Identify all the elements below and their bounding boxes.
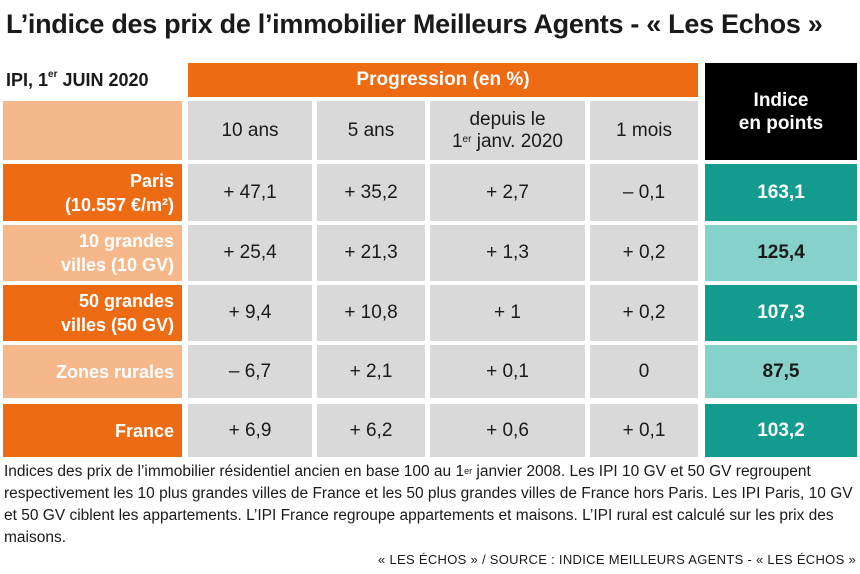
table-cell: + 0,6: [430, 404, 585, 457]
column-header-text: 5 ans: [347, 119, 395, 141]
column-header-depuis-janv: depuis le 1er janv. 2020: [430, 101, 585, 160]
table-cell: + 0,2: [590, 285, 698, 341]
date-sup: er: [48, 69, 58, 80]
indice-value-zones-rurales: 87,5: [705, 345, 857, 398]
column-header-line2-post: janv. 2020: [471, 130, 564, 152]
row-label-10gv: 10 grandes villes (10 GV): [3, 225, 182, 281]
row-label-line1: France: [114, 420, 174, 441]
table-cell: + 0,1: [430, 345, 585, 398]
table-cell: + 0,1: [590, 404, 698, 457]
table-cell: – 0,1: [590, 164, 698, 221]
table-cell: – 6,7: [188, 345, 312, 398]
table-cell: + 25,4: [188, 225, 312, 281]
table-cell: + 10,8: [317, 285, 425, 341]
indice-value-50gv: 107,3: [705, 285, 857, 341]
row-label-50gv: 50 grandes villes (50 GV): [3, 285, 182, 341]
indice-header-line2: en points: [738, 112, 824, 134]
indice-value-france: 103,2: [705, 404, 857, 457]
progression-header: Progression (en %): [188, 63, 698, 97]
table-cell: + 21,3: [317, 225, 425, 281]
footnote-part2: janvier 2008. Les IPI 10 GV et 50 GV reg…: [4, 463, 853, 546]
column-header-10-ans: 10 ans: [188, 101, 312, 160]
row-label-line1: Zones rurales: [55, 361, 174, 382]
row-label-paris: Paris (10.557 €/m²): [3, 164, 182, 221]
column-header-text-line2: 1er janv. 2020: [452, 131, 563, 153]
column-header-line2-sup: er: [462, 133, 472, 145]
row-label-line2: villes (10 GV): [60, 255, 174, 275]
table-cell: + 9,4: [188, 285, 312, 341]
table-cell: + 1,3: [430, 225, 585, 281]
table-cell: + 0,2: [590, 225, 698, 281]
column-header-line2-pre: 1: [451, 130, 463, 152]
indice-header-line1: Indice: [753, 89, 809, 111]
table-cell: + 2,7: [430, 164, 585, 221]
page-title: L’indice des prix de l’immobilier Meille…: [6, 9, 823, 39]
date-label: IPI, 1er JUIN 2020: [6, 69, 149, 91]
column-header-1-mois: 1 mois: [590, 101, 698, 160]
table-cell: + 47,1: [188, 164, 312, 221]
indice-value-10gv: 125,4: [705, 225, 857, 281]
table-cell: + 35,2: [317, 164, 425, 221]
table-cell: + 1: [430, 285, 585, 341]
row-label-line2: (10.557 €/m²): [64, 194, 174, 215]
row-label-line2: villes (50 GV): [60, 315, 174, 335]
footnote: Indices des prix de l’immobilier résiden…: [4, 461, 858, 549]
footnote-part1: Indices des prix de l’immobilier résiden…: [4, 463, 465, 480]
footnote-sup: er: [464, 466, 473, 476]
row-label-line1: Paris: [129, 170, 174, 191]
column-header-text: 10 ans: [221, 119, 279, 141]
indice-header: Indice en points: [705, 63, 857, 160]
column-header-5-ans: 5 ans: [317, 101, 425, 160]
row-label-line1: 50 grandes: [78, 291, 174, 311]
row-label-zones-rurales: Zones rurales: [3, 345, 182, 398]
indice-value-paris: 163,1: [705, 164, 857, 221]
column-header-text: 1 mois: [616, 119, 672, 141]
row-label-line1: 10 grandes: [78, 231, 174, 251]
column-header-text: depuis le: [469, 108, 546, 130]
source-credit: « LES ÉCHOS » / SOURCE : INDICE MEILLEUR…: [378, 552, 856, 567]
row-label-france: France: [3, 404, 182, 457]
date-suffix: JUIN 2020: [57, 70, 149, 90]
table-cell: + 2,1: [317, 345, 425, 398]
table-cell: + 6,9: [188, 404, 312, 457]
table-cell: + 6,2: [317, 404, 425, 457]
table-cell: 0: [590, 345, 698, 398]
row-label-header: [3, 101, 182, 160]
date-prefix: IPI, 1: [6, 70, 49, 90]
